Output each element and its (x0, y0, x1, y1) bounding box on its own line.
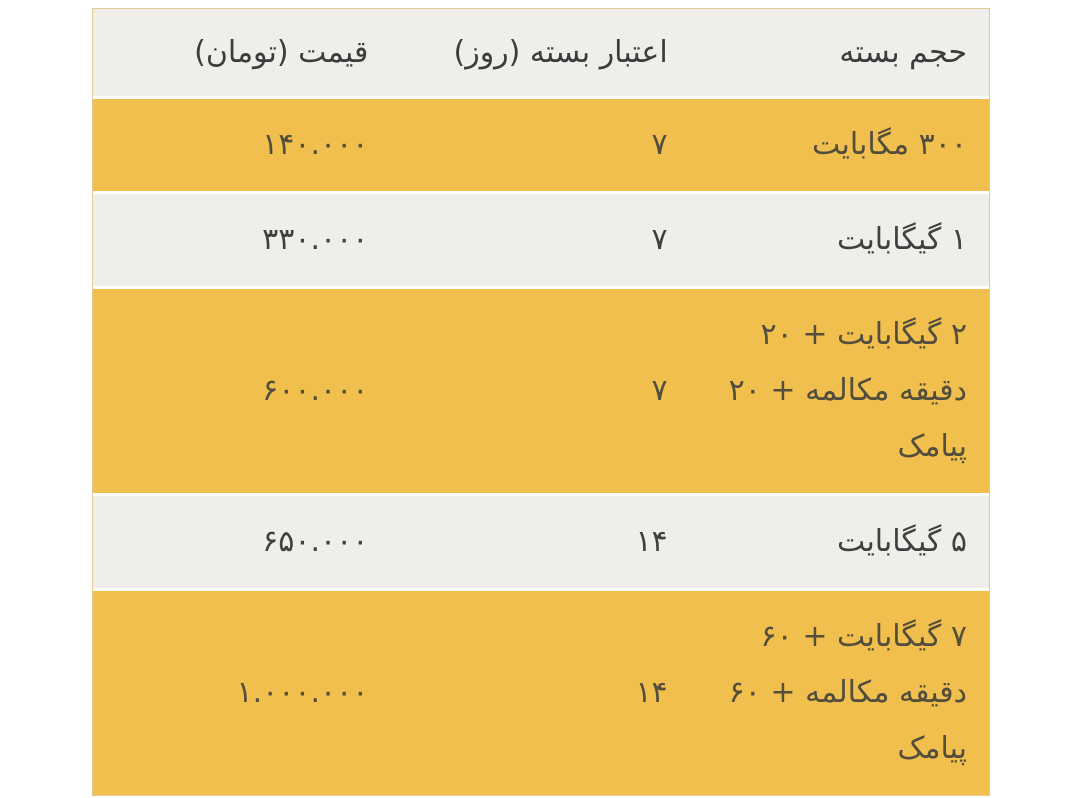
header-cell-price: قیمت (تومان) (194, 34, 369, 70)
cell-price: ۶۰۰.۰۰۰ (262, 373, 369, 408)
cell-price: ۳۳۰.۰۰۰ (262, 222, 369, 257)
table-row: ۳۰۰ مگابایت ۷ ۱۴۰.۰۰۰ (93, 99, 989, 191)
cell-volume: ۲ گیگابایت + ۲۰ دقیقه مکالمه + ۲۰ پیامک (728, 317, 967, 464)
cell-price: ۱.۰۰۰.۰۰۰ (236, 675, 369, 710)
cell-volume: ۷ گیگابایت + ۶۰ دقیقه مکالمه + ۶۰ پیامک (728, 619, 967, 766)
cell-validity: ۷ (651, 373, 668, 408)
header-cell-validity: اعتبار بسته (روز) (453, 34, 668, 70)
pricing-table: حجم بسته اعتبار بسته (روز) قیمت (تومان) … (92, 8, 990, 796)
cell-volume: ۵ گیگابایت (836, 524, 967, 559)
cell-validity: ۱۴ (635, 675, 668, 710)
cell-price: ۱۴۰.۰۰۰ (262, 127, 369, 162)
table-row: ۵ گیگابایت ۱۴ ۶۵۰.۰۰۰ (93, 496, 989, 588)
table-row: ۷ گیگابایت + ۶۰ دقیقه مکالمه + ۶۰ پیامک ۱… (93, 591, 989, 795)
table-row: ۲ گیگابایت + ۲۰ دقیقه مکالمه + ۲۰ پیامک ۷… (93, 289, 989, 493)
cell-validity: ۱۴ (635, 524, 668, 559)
cell-validity: ۷ (651, 222, 668, 257)
cell-volume: ۳۰۰ مگابایت (812, 127, 967, 162)
cell-volume: ۱ گیگابایت (836, 222, 967, 257)
cell-validity: ۷ (651, 127, 668, 162)
table-header-row: حجم بسته اعتبار بسته (روز) قیمت (تومان) (93, 9, 989, 96)
table-row: ۱ گیگابایت ۷ ۳۳۰.۰۰۰ (93, 194, 989, 286)
header-cell-volume: حجم بسته (839, 34, 967, 70)
table-body: ۳۰۰ مگابایت ۷ ۱۴۰.۰۰۰ ۱ گیگابایت ۷ ۳۳۰.۰۰۰ ۲ گ… (93, 99, 989, 795)
cell-price: ۶۵۰.۰۰۰ (262, 524, 369, 559)
